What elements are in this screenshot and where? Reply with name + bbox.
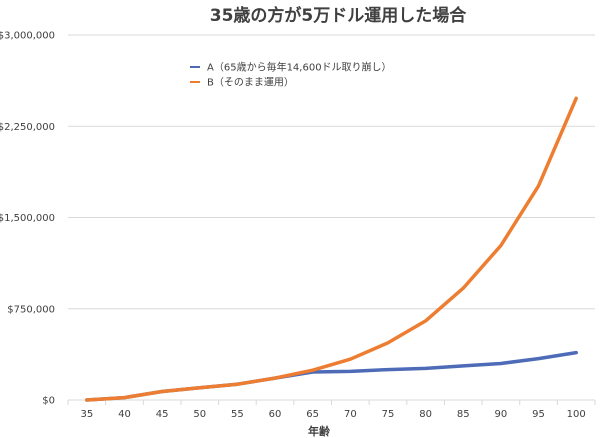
x-tick-label: 60 bbox=[269, 409, 282, 420]
chart-title: 35歳の方が5万ドル運用した場合 bbox=[210, 5, 467, 26]
x-tick-label: 85 bbox=[457, 409, 470, 420]
x-tick-label: 45 bbox=[156, 409, 169, 420]
y-tick-label: $1,500,000 bbox=[0, 213, 55, 224]
x-tick-label: 50 bbox=[193, 409, 206, 420]
x-tick-label: 55 bbox=[231, 409, 244, 420]
y-tick-label: $3,000,000 bbox=[0, 31, 55, 42]
x-tick-label: 90 bbox=[495, 409, 508, 420]
x-tick-label: 80 bbox=[419, 409, 432, 420]
x-tick-label: 75 bbox=[382, 409, 395, 420]
y-tick-label: $0 bbox=[42, 396, 55, 407]
series-line-b bbox=[85, 96, 578, 402]
x-tick-label: 70 bbox=[344, 409, 357, 420]
x-axis-label: 年齢 bbox=[308, 424, 331, 438]
x-tick-label: 95 bbox=[532, 409, 545, 420]
y-tick-label: $750,000 bbox=[7, 304, 55, 315]
legend-label-b: B（そのまま運用） bbox=[207, 77, 294, 89]
x-tick-label: 100 bbox=[567, 409, 586, 420]
legend-label-a: A（65歳から毎年14,600ドル取り崩し） bbox=[207, 61, 392, 74]
x-tick-label: 35 bbox=[80, 409, 93, 420]
y-tick-label: $2,250,000 bbox=[0, 122, 55, 133]
x-tick-label: 65 bbox=[306, 409, 319, 420]
x-tick-label: 40 bbox=[118, 409, 131, 420]
